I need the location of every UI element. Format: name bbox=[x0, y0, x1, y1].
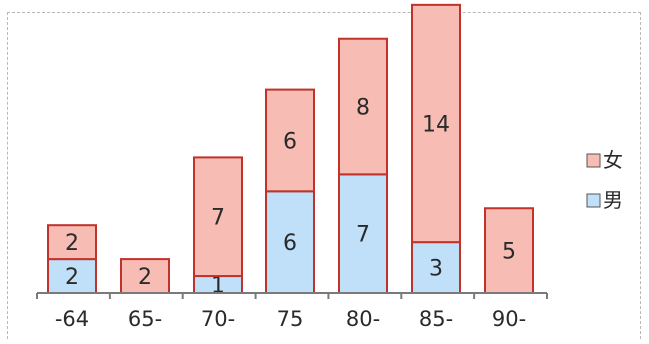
data-label: 14 bbox=[422, 113, 450, 138]
bar-segment bbox=[338, 173, 388, 295]
bar-segment bbox=[338, 37, 388, 176]
bar-segment bbox=[265, 190, 315, 294]
x-tick-label: 80- bbox=[346, 307, 380, 331]
legend-label: 男 bbox=[603, 188, 623, 212]
data-label: 7 bbox=[211, 206, 225, 231]
x-tick-label: 90- bbox=[492, 307, 526, 331]
bar-segment bbox=[47, 224, 97, 261]
data-label: 2 bbox=[65, 265, 79, 290]
x-tick-label: 85- bbox=[419, 307, 453, 331]
legend-swatch bbox=[586, 153, 601, 168]
x-tick-label: -64 bbox=[55, 307, 89, 331]
bar-segment bbox=[411, 241, 461, 294]
data-label: 6 bbox=[283, 129, 297, 154]
data-label: 3 bbox=[429, 257, 443, 282]
data-label: 8 bbox=[356, 96, 370, 121]
data-label: 5 bbox=[502, 240, 516, 265]
legend-swatch bbox=[586, 193, 601, 208]
data-label: 1 bbox=[211, 274, 225, 299]
chart-frame bbox=[7, 12, 641, 339]
data-label: 2 bbox=[138, 265, 152, 290]
data-label: 6 bbox=[283, 231, 297, 256]
bar-segment bbox=[193, 156, 243, 278]
x-tick-label: 75 bbox=[277, 307, 304, 331]
x-tick-label: 70- bbox=[201, 307, 235, 331]
data-label: 7 bbox=[356, 223, 370, 248]
legend-label: 女 bbox=[603, 148, 623, 172]
bar-segment bbox=[484, 207, 534, 294]
bar-segment bbox=[265, 88, 315, 193]
data-label: 2 bbox=[65, 231, 79, 256]
bar-segment bbox=[411, 3, 461, 244]
x-tick-label: 65- bbox=[128, 307, 162, 331]
